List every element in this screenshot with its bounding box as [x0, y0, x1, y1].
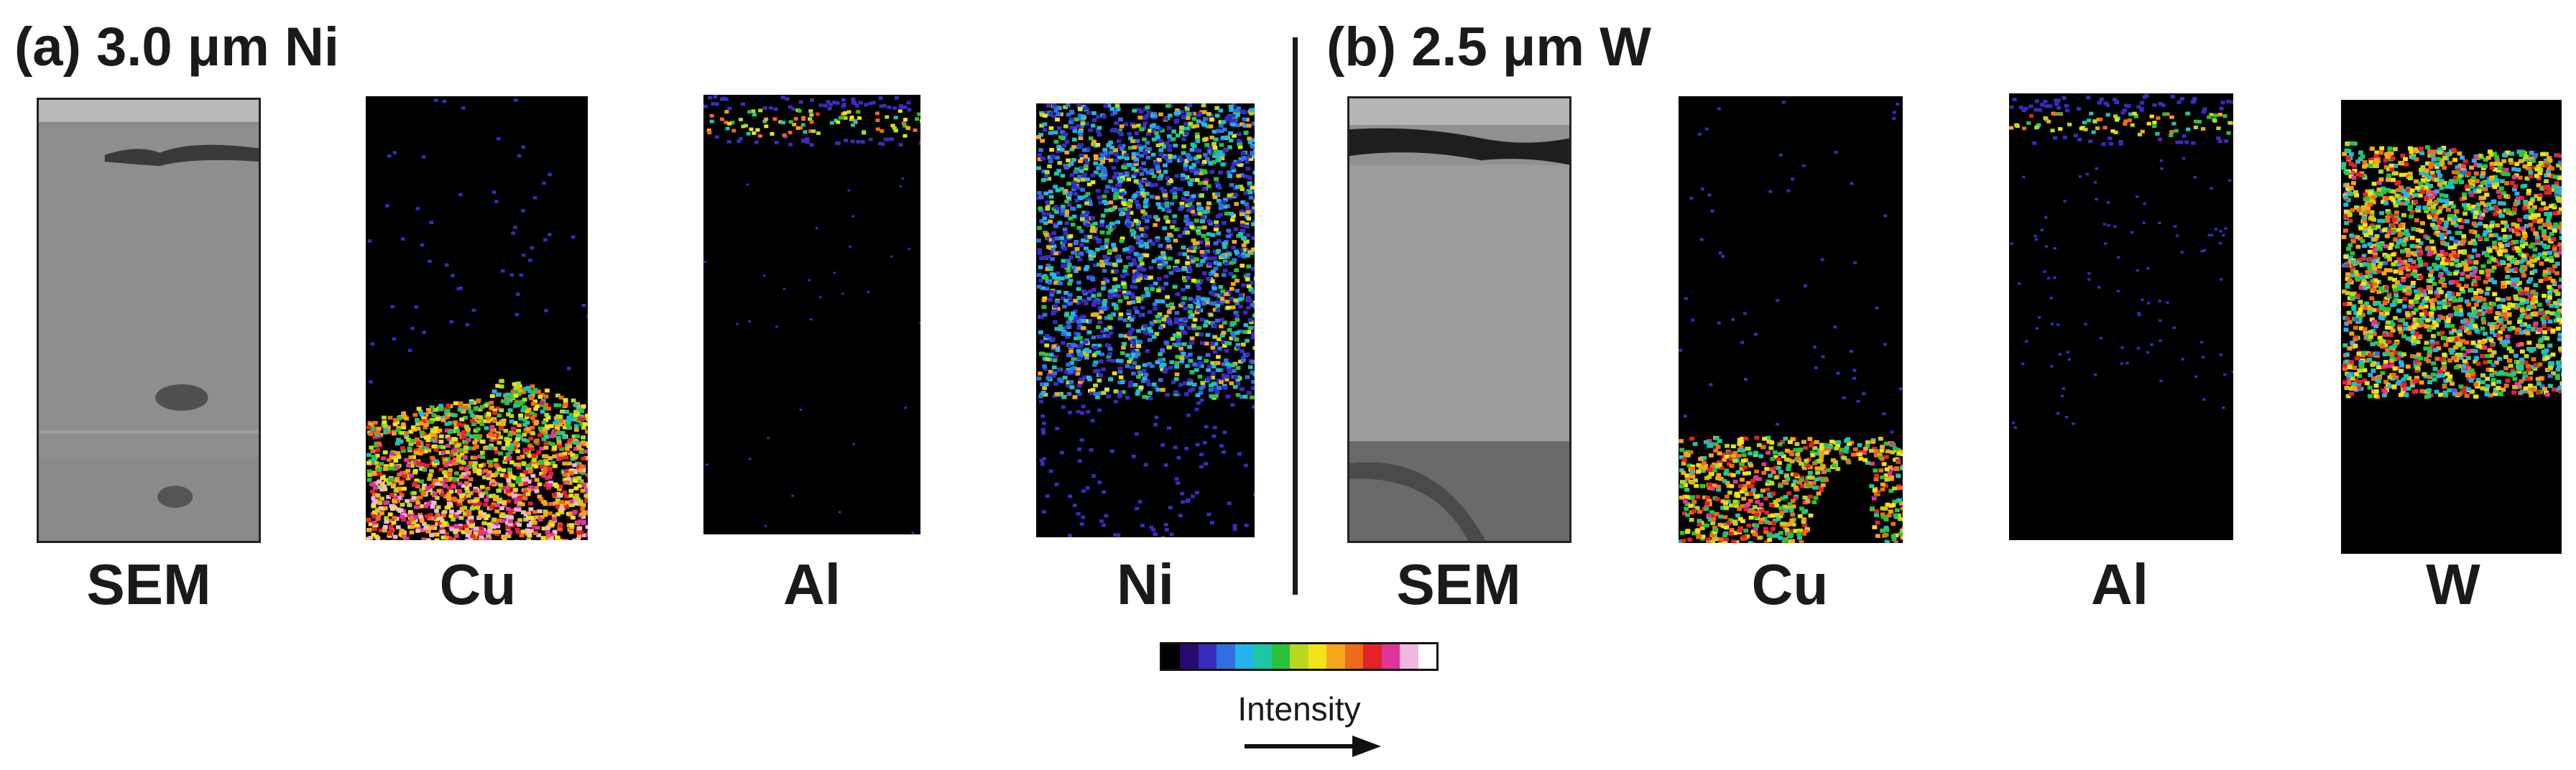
colorbar-swatch	[1180, 644, 1199, 669]
label-w: W	[2426, 552, 2480, 616]
colorbar-swatch	[1162, 644, 1181, 669]
colorbar-swatch	[1326, 644, 1345, 669]
colorbar-swatch	[1400, 644, 1418, 669]
colorbar-swatch	[1217, 644, 1235, 669]
cu-map-ni	[366, 96, 588, 540]
label-al-a: Al	[783, 552, 841, 616]
colorbar-swatch	[1418, 644, 1437, 669]
colorbar-swatch	[1363, 644, 1382, 669]
panel-divider	[1293, 37, 1298, 595]
label-ni: Ni	[1117, 552, 1174, 616]
intensity-label: Intensity	[1237, 690, 1361, 728]
al-map-w	[2009, 93, 2233, 540]
colorbar-swatch	[1198, 644, 1217, 669]
sem-image-w	[1347, 96, 1571, 543]
colorbar-swatch	[1344, 644, 1364, 669]
sem-image-ni	[37, 98, 261, 543]
colorbar-swatch	[1253, 644, 1272, 669]
intensity-colorbar	[1160, 642, 1439, 671]
al-map-ni	[703, 95, 920, 534]
colorbar-swatch	[1271, 644, 1291, 669]
colorbar-swatch	[1308, 644, 1327, 669]
arrow-right-icon	[1245, 736, 1381, 757]
label-al-b: Al	[2091, 552, 2148, 616]
cu-map-w	[1679, 96, 1903, 543]
colorbar-swatch	[1381, 644, 1400, 669]
label-sem-a: SEM	[86, 552, 211, 616]
ni-map	[1036, 103, 1255, 537]
label-cu-b: Cu	[1751, 552, 1829, 616]
colorbar-swatch	[1234, 644, 1254, 669]
panel-a-title: (a) 3.0 μm Ni	[14, 17, 339, 78]
panel-b-title: (b) 2.5 μm W	[1326, 17, 1651, 78]
w-map	[2341, 100, 2562, 554]
colorbar-swatch	[1290, 644, 1308, 669]
label-cu-a: Cu	[439, 552, 517, 616]
label-sem-b: SEM	[1396, 552, 1521, 616]
